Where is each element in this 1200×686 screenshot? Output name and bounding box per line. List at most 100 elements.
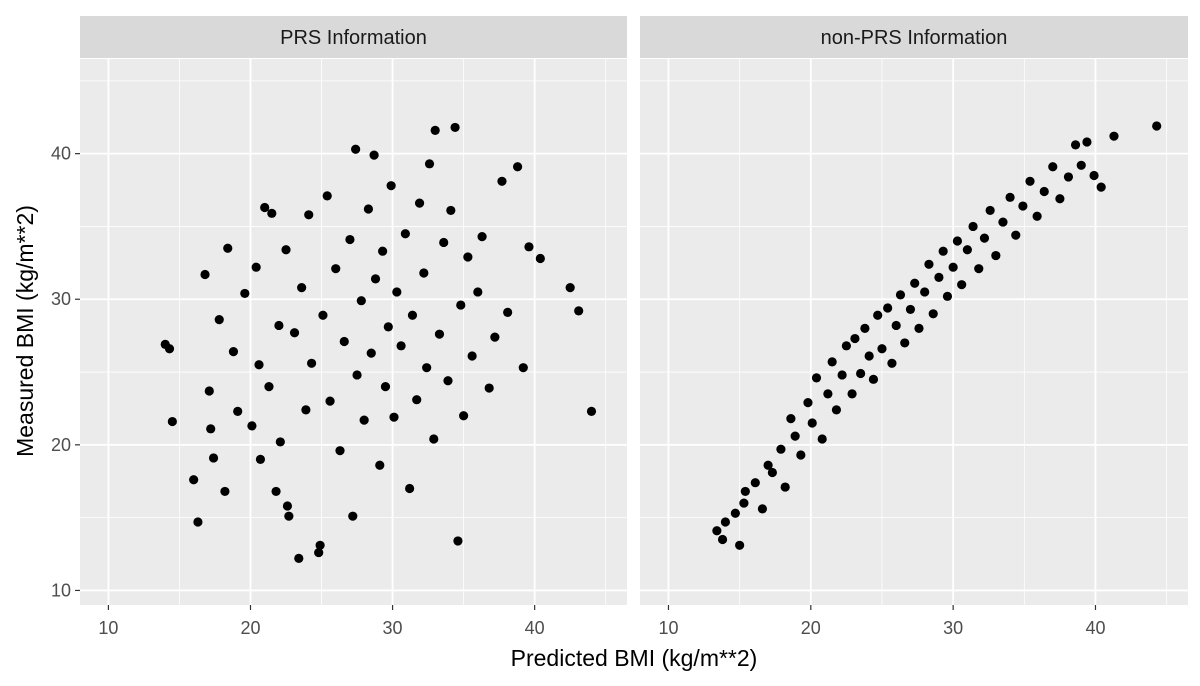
data-point bbox=[370, 274, 381, 284]
data-point bbox=[223, 243, 233, 253]
data-point bbox=[535, 253, 545, 264]
x-tick-label: 10 bbox=[658, 618, 678, 638]
facet-panel: PRS Information 10 20 30 40 10 20 30 40 bbox=[51, 16, 627, 638]
data-point bbox=[942, 291, 953, 301]
data-point bbox=[294, 553, 304, 564]
data-point bbox=[267, 208, 277, 218]
data-point bbox=[1055, 194, 1065, 204]
data-point bbox=[1070, 140, 1081, 150]
data-point bbox=[720, 517, 731, 527]
data-point bbox=[315, 540, 325, 550]
data-point bbox=[948, 262, 958, 272]
y-tick-label: 10 bbox=[51, 580, 71, 600]
data-point bbox=[375, 460, 385, 470]
facet-strip-label: non-PRS Information bbox=[821, 27, 1008, 49]
data-point bbox=[968, 221, 978, 232]
data-point bbox=[318, 310, 328, 320]
data-point bbox=[204, 386, 214, 396]
data-point bbox=[473, 287, 483, 297]
data-point bbox=[831, 405, 842, 415]
data-point bbox=[1089, 170, 1099, 181]
data-point bbox=[467, 351, 477, 361]
facet-strip bbox=[80, 16, 627, 58]
data-point bbox=[352, 370, 362, 380]
data-point bbox=[796, 450, 806, 460]
data-point bbox=[910, 278, 920, 288]
data-point bbox=[369, 150, 379, 160]
data-point bbox=[351, 144, 361, 154]
data-point bbox=[856, 368, 866, 379]
data-point bbox=[254, 360, 264, 370]
data-point bbox=[275, 437, 285, 447]
data-point bbox=[325, 396, 335, 406]
facet-strip bbox=[640, 16, 1188, 58]
data-point bbox=[979, 233, 990, 243]
x-tick-label: 10 bbox=[98, 618, 118, 638]
data-point bbox=[938, 246, 948, 256]
data-point bbox=[895, 290, 906, 300]
data-point bbox=[306, 358, 317, 368]
data-point bbox=[574, 306, 584, 316]
data-point bbox=[189, 475, 199, 485]
data-point bbox=[1005, 192, 1015, 202]
data-point bbox=[962, 245, 972, 255]
x-axis-title: Predicted BMI (kg/m**2) bbox=[511, 645, 758, 671]
data-point bbox=[1076, 160, 1086, 170]
data-point bbox=[304, 210, 314, 220]
data-point bbox=[463, 252, 473, 262]
data-point bbox=[524, 242, 534, 252]
data-point bbox=[335, 446, 345, 456]
data-point bbox=[924, 259, 934, 269]
data-point bbox=[811, 373, 822, 383]
data-point bbox=[1082, 137, 1092, 147]
data-point bbox=[763, 460, 773, 470]
data-point bbox=[767, 467, 777, 478]
data-point bbox=[459, 411, 469, 421]
data-point bbox=[392, 287, 402, 297]
data-point bbox=[407, 310, 418, 320]
x-tick-label: 20 bbox=[801, 618, 821, 638]
data-point bbox=[282, 501, 293, 511]
data-point bbox=[274, 320, 284, 331]
data-point bbox=[366, 348, 376, 358]
x-tick-label: 30 bbox=[943, 618, 963, 638]
data-point bbox=[991, 250, 1001, 261]
data-point bbox=[380, 382, 391, 392]
data-point bbox=[1063, 172, 1074, 182]
data-point bbox=[339, 336, 349, 347]
data-point bbox=[434, 329, 445, 339]
data-point bbox=[424, 159, 435, 169]
data-point bbox=[439, 237, 449, 248]
data-point bbox=[803, 398, 813, 408]
data-point bbox=[900, 338, 910, 348]
data-point bbox=[739, 498, 749, 508]
data-point bbox=[565, 282, 575, 293]
data-point bbox=[450, 122, 460, 133]
data-point bbox=[429, 434, 439, 444]
y-axis-title: Measured BMI (kg/m**2) bbox=[12, 205, 38, 457]
data-point bbox=[1032, 211, 1042, 221]
data-point bbox=[322, 191, 332, 201]
facet-panel: non-PRS Information 10 20 30 40 bbox=[640, 16, 1188, 638]
data-point bbox=[847, 389, 857, 399]
data-point bbox=[289, 328, 300, 338]
data-point bbox=[817, 434, 827, 444]
data-point bbox=[827, 357, 837, 367]
data-point bbox=[214, 315, 224, 325]
data-point bbox=[905, 304, 916, 315]
data-point bbox=[1152, 121, 1162, 131]
data-point bbox=[717, 534, 728, 545]
data-point bbox=[167, 416, 177, 427]
data-point bbox=[297, 282, 307, 293]
facet-strip-label: PRS Information bbox=[280, 27, 427, 49]
data-point bbox=[974, 264, 984, 274]
data-point bbox=[389, 412, 399, 422]
data-point bbox=[757, 504, 768, 514]
data-point bbox=[400, 229, 410, 239]
data-point bbox=[414, 198, 425, 208]
data-point bbox=[490, 332, 500, 342]
x-tick-label: 20 bbox=[240, 618, 260, 638]
data-point bbox=[251, 262, 261, 272]
data-point bbox=[446, 205, 456, 216]
data-point bbox=[430, 125, 440, 135]
